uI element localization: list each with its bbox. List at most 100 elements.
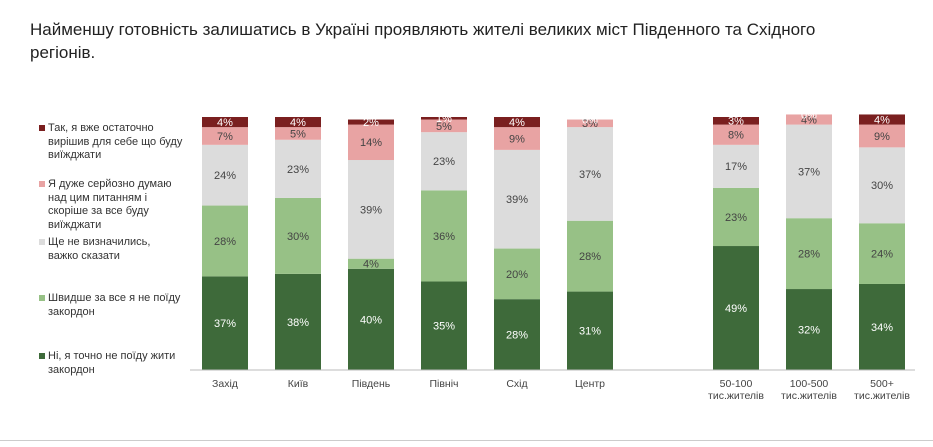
- bar-segment: [713, 144, 759, 188]
- legend-item: Ще не визначились, важко сказати: [39, 236, 183, 263]
- value-label: 4%: [290, 117, 306, 129]
- legend-label: Ні, я точно не поїду жити закордон: [48, 350, 176, 376]
- bar-segment: [567, 127, 613, 221]
- value-label: 9%: [509, 133, 525, 145]
- value-label: 24%: [214, 170, 236, 182]
- bar-segment: [494, 299, 540, 370]
- legend-swatch: [39, 181, 45, 187]
- value-label: 31%: [579, 326, 601, 338]
- value-label: 37%: [214, 318, 236, 330]
- x-tick-label: Захід: [212, 378, 238, 390]
- bar-segment: [567, 119, 613, 128]
- bar-segment: [859, 114, 905, 125]
- bar-segment: [202, 117, 248, 128]
- value-label: 23%: [287, 164, 309, 176]
- legend-label: Швидше за все я не поїду закордон: [48, 292, 181, 318]
- value-label: 35%: [433, 321, 455, 333]
- bar-segment: [786, 114, 832, 125]
- bar-segment: [202, 205, 248, 277]
- x-tick-label: Київ: [287, 378, 309, 390]
- value-label: 37%: [798, 166, 820, 178]
- value-label: 4%: [217, 117, 233, 129]
- value-label: 2%: [363, 117, 379, 129]
- rule: [0, 440, 933, 441]
- legend-label: Так, я вже остаточно вирішив для себе що…: [48, 122, 183, 161]
- value-label: 37%: [579, 169, 601, 181]
- bar-segment: [567, 291, 613, 370]
- legend-item: Так, я вже остаточно вирішив для себе що…: [39, 122, 183, 163]
- x-tick-label: 50-100 тис.жителів: [708, 378, 764, 402]
- bar-segment: [275, 139, 321, 198]
- x-tick-label: Південь: [351, 378, 391, 390]
- value-label: 30%: [287, 231, 309, 243]
- bar-segment: [348, 119, 394, 125]
- value-label: 38%: [287, 317, 309, 329]
- value-label: 4%: [363, 259, 379, 271]
- bar-segment: [275, 127, 321, 140]
- legend-item: Ні, я точно не поїду жити закордон: [39, 350, 183, 377]
- bar-segment: [786, 124, 832, 219]
- value-label: 3%: [728, 116, 744, 128]
- x-tick-label: Центр: [574, 378, 606, 390]
- bar-segment: [348, 258, 394, 269]
- value-label: 24%: [871, 249, 893, 261]
- bar-segment: [494, 117, 540, 128]
- bar-segment: [202, 127, 248, 145]
- bar-segment: [713, 117, 759, 125]
- value-label: 36%: [433, 231, 455, 243]
- value-label: 5%: [290, 128, 306, 140]
- value-label: 39%: [360, 204, 382, 216]
- bar-segment: [202, 276, 248, 370]
- value-label: 5%: [436, 121, 452, 133]
- bar-segment: [275, 197, 321, 274]
- value-label: 39%: [506, 194, 528, 206]
- value-label: 23%: [433, 156, 455, 168]
- bar-segment: [275, 273, 321, 370]
- value-label: 40%: [360, 314, 382, 326]
- bar-segment: [859, 147, 905, 224]
- bar-segment: [786, 289, 832, 370]
- value-label: 4%: [509, 117, 525, 129]
- bar-segment: [421, 119, 467, 133]
- legend-item: Швидше за все я не поїду закордон: [39, 292, 183, 319]
- value-label: 1%: [436, 113, 452, 125]
- legend-label: Я дуже серйозно думаю над цим питанням і…: [48, 178, 172, 231]
- bar-segment: [348, 160, 394, 259]
- x-tick-label: Північ: [429, 378, 459, 390]
- legend-swatch: [39, 239, 45, 245]
- bar-segment: [348, 268, 394, 370]
- value-label: 4%: [801, 114, 817, 126]
- value-label: 34%: [871, 322, 893, 334]
- bar-segment: [567, 220, 613, 292]
- bar-segment: [786, 218, 832, 290]
- bar-segment: [494, 248, 540, 300]
- bar-segment: [494, 149, 540, 249]
- value-label: 8%: [728, 130, 744, 142]
- x-tick-label: Схід: [506, 378, 528, 390]
- bar-segment: [421, 281, 467, 370]
- bar-segment: [713, 246, 759, 370]
- value-label: 9%: [874, 131, 890, 143]
- bar-segment: [713, 124, 759, 145]
- value-label: 4%: [874, 114, 890, 126]
- legend-swatch: [39, 295, 45, 301]
- bar-segment: [421, 190, 467, 282]
- value-label: 28%: [798, 249, 820, 261]
- bar-segment: [494, 127, 540, 150]
- legend-item: Я дуже серйозно думаю над цим питанням і…: [39, 178, 183, 232]
- value-label: 23%: [725, 212, 747, 224]
- value-label: 7%: [217, 131, 233, 143]
- value-label: 28%: [579, 251, 601, 263]
- value-label: 30%: [871, 180, 893, 192]
- bar-segment: [202, 144, 248, 206]
- bar-segment: [275, 117, 321, 128]
- x-tick-label: 500+ тис.жителів: [854, 378, 910, 402]
- value-label: 17%: [725, 161, 747, 173]
- value-label: 32%: [798, 324, 820, 336]
- bar-segment: [713, 187, 759, 247]
- value-label: 0%: [801, 109, 817, 121]
- value-label: 20%: [506, 269, 528, 281]
- bar-segment: [859, 124, 905, 148]
